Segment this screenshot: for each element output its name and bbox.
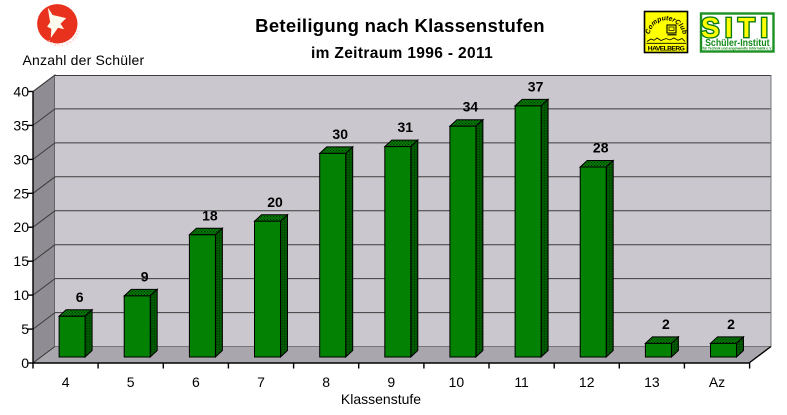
svg-text:37: 37 xyxy=(528,78,544,94)
svg-text:im Zeitraum 1996 - 2011: im Zeitraum 1996 - 2011 xyxy=(311,45,493,62)
svg-text:12: 12 xyxy=(579,374,595,390)
svg-text:30: 30 xyxy=(13,151,29,167)
svg-text:11: 11 xyxy=(514,374,529,390)
svg-text:9: 9 xyxy=(141,268,149,284)
svg-text:SITI: SITI xyxy=(701,12,773,43)
svg-text:20: 20 xyxy=(267,194,283,210)
svg-text:8: 8 xyxy=(322,374,330,390)
svg-text:10: 10 xyxy=(13,287,29,303)
svg-text:für Technik und angewandte Inf: für Technik und angewandte Informatik e.… xyxy=(702,46,772,50)
svg-text:34: 34 xyxy=(463,99,479,115)
svg-text:9: 9 xyxy=(387,374,395,390)
svg-text:Beteiligung nach Klassenstufen: Beteiligung nach Klassenstufen xyxy=(255,15,545,36)
svg-text:28: 28 xyxy=(593,140,609,156)
svg-text:40: 40 xyxy=(13,84,29,100)
svg-text:13: 13 xyxy=(644,374,660,390)
svg-text:2: 2 xyxy=(662,316,670,332)
svg-text:5: 5 xyxy=(21,321,29,337)
svg-text:35: 35 xyxy=(13,117,29,133)
svg-text:10: 10 xyxy=(449,374,465,390)
svg-text:Schüler-Institut: Schüler-Institut xyxy=(705,36,770,48)
svg-text:20: 20 xyxy=(13,219,29,235)
svg-text:Az: Az xyxy=(709,374,725,390)
svg-text:Anzahl der Schüler: Anzahl der Schüler xyxy=(23,52,145,68)
svg-text:7: 7 xyxy=(257,374,265,390)
svg-text:25: 25 xyxy=(13,185,29,201)
svg-text:31: 31 xyxy=(398,119,414,135)
svg-text:HAVELBERG: HAVELBERG xyxy=(648,45,685,52)
svg-text:6: 6 xyxy=(192,374,200,390)
svg-text:30: 30 xyxy=(332,126,348,142)
svg-text:Klassenstufe: Klassenstufe xyxy=(341,391,421,407)
svg-text:5: 5 xyxy=(127,374,135,390)
svg-text:0: 0 xyxy=(21,355,29,371)
svg-text:6: 6 xyxy=(76,289,84,305)
svg-text:15: 15 xyxy=(13,253,29,269)
svg-text:2: 2 xyxy=(727,316,735,332)
svg-text:18: 18 xyxy=(202,207,218,223)
svg-text:4: 4 xyxy=(62,374,70,390)
